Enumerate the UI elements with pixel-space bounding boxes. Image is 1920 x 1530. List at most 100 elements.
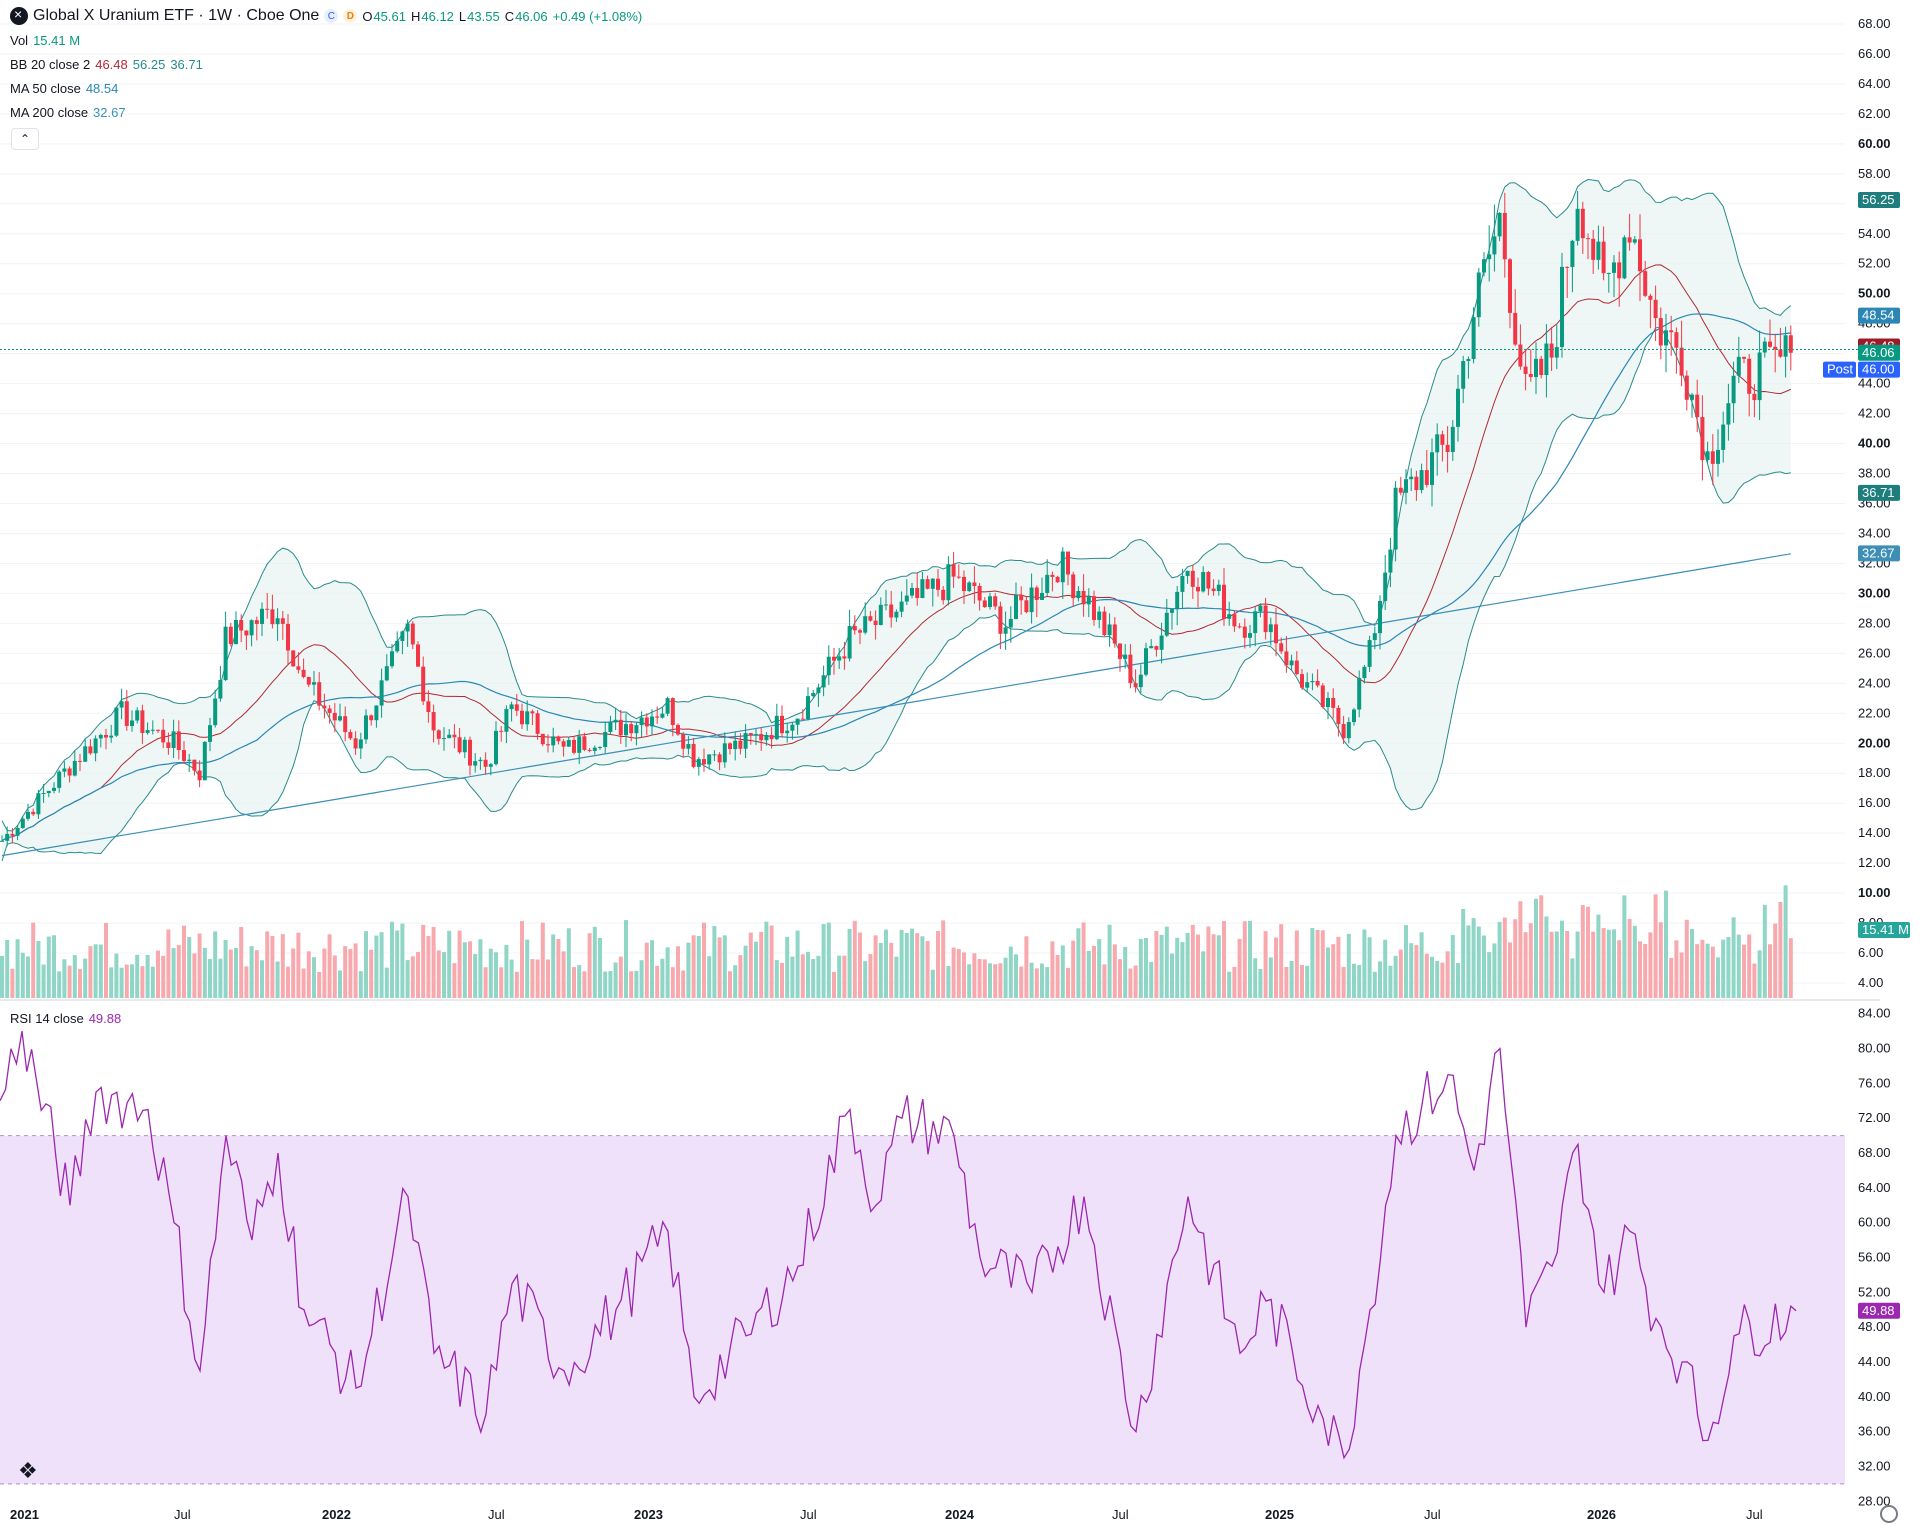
candle-body: [951, 564, 956, 577]
candle-body: [52, 787, 56, 791]
candle-body: [1554, 347, 1559, 358]
volume-bar: [145, 954, 150, 998]
candle-body: [561, 741, 566, 747]
candle-body: [67, 768, 72, 776]
delayed-badge-icon[interactable]: D: [343, 9, 358, 23]
candle-body: [1258, 605, 1263, 612]
time-tick-label: 2023: [634, 1507, 663, 1522]
volume-bar: [1201, 951, 1206, 998]
candle-body: [1773, 346, 1778, 350]
volume-bar: [1445, 951, 1450, 998]
volume-bar: [504, 944, 509, 998]
candle-body: [982, 600, 987, 608]
volume-bar: [447, 930, 452, 998]
volume-bar: [395, 930, 400, 998]
volume-bar: [436, 950, 441, 998]
volume-bar: [1648, 932, 1653, 998]
volume-bar: [566, 928, 571, 998]
candle-body: [1128, 654, 1133, 684]
candle-body: [135, 710, 140, 721]
candle-body: [717, 754, 722, 763]
post-price-tag: 46.00: [1858, 361, 1900, 378]
volume-bar: [681, 970, 686, 998]
tradingview-logo-icon[interactable]: ❖: [18, 1458, 38, 1483]
exchange-badge-icon[interactable]: C: [324, 9, 339, 23]
volume-bar: [525, 939, 530, 998]
candle-body: [925, 579, 930, 589]
volume-bar: [312, 957, 316, 998]
volume-bar: [249, 946, 254, 998]
candle-body: [202, 741, 207, 781]
ma200-legend[interactable]: MA 200 close 32.67: [10, 105, 126, 120]
candle-body: [447, 734, 452, 739]
volume-bar: [26, 956, 30, 998]
volume-bar: [1466, 925, 1471, 998]
candle-body: [1502, 212, 1507, 260]
candle-body: [852, 626, 857, 631]
volume-bar: [821, 924, 826, 998]
collapse-legend-button[interactable]: ⌃: [11, 128, 39, 150]
volume-bar: [327, 934, 332, 998]
volume-bar: [338, 970, 342, 998]
volume-bars: [0, 885, 1793, 998]
volume-legend[interactable]: Vol 15.41 M: [10, 33, 80, 48]
rsi-legend[interactable]: RSI 14 close 49.88: [10, 1011, 121, 1026]
candle-body: [1154, 646, 1159, 650]
candle-body: [977, 585, 982, 601]
volume-bar: [1242, 921, 1247, 998]
candle-body: [270, 609, 275, 625]
volume-bar: [1279, 924, 1284, 998]
bb-lower-value: 36.71: [170, 57, 203, 72]
volume-bar: [1773, 923, 1778, 998]
candle-body: [1570, 240, 1575, 268]
volume-bar: [1695, 944, 1700, 998]
candle-body: [1201, 572, 1206, 592]
volume-bar: [1175, 937, 1180, 998]
volume-bar: [1778, 901, 1783, 998]
bb-lower-line: [1, 326, 1791, 862]
volume-bar: [1783, 885, 1788, 998]
candle-body: [1024, 600, 1029, 613]
candle-body: [390, 651, 394, 667]
volume-bar: [1388, 965, 1393, 998]
settings-icon[interactable]: [1880, 1505, 1898, 1523]
volume-bar: [473, 954, 478, 998]
close-label: C: [504, 8, 515, 24]
candle-body: [764, 735, 769, 741]
volume-bar: [1034, 968, 1039, 998]
volume-bar: [369, 949, 374, 998]
symbol-title[interactable]: Global X Uranium ETF · 1W · Cboe One: [33, 7, 320, 24]
volume-bar: [1534, 898, 1538, 998]
volume-bar: [1331, 944, 1336, 998]
volume-bar: [904, 932, 909, 998]
volume-bar: [738, 955, 743, 998]
volume-bar: [899, 929, 904, 998]
candle-body: [686, 744, 691, 749]
candle-body: [166, 742, 171, 749]
candle-body: [1445, 444, 1450, 452]
volume-bar: [800, 954, 805, 998]
candle-body: [1653, 299, 1658, 319]
ma50-legend[interactable]: MA 50 close 48.54: [10, 81, 118, 96]
volume-bar: [998, 963, 1003, 998]
candle-body: [509, 704, 514, 710]
volume-bar: [1367, 937, 1372, 998]
candle-body: [286, 623, 290, 651]
volume-bar: [1721, 939, 1726, 998]
volume-bar: [1513, 919, 1518, 998]
volume-bar: [946, 966, 951, 998]
bb-legend[interactable]: BB 20 close 2 46.48 56.25 36.71: [10, 57, 203, 72]
volume-bar: [889, 942, 894, 998]
volume-bar: [1164, 926, 1169, 998]
candle-body: [260, 608, 264, 624]
volume-bar: [1664, 890, 1668, 998]
volume-bar: [556, 939, 561, 998]
price-axis: 68.0066.0064.0062.0060.0058.0056.0054.00…: [1858, 16, 1891, 990]
volume-bar: [722, 935, 727, 998]
volume-bar: [863, 961, 868, 998]
volume-bar: [1643, 943, 1648, 998]
volume-bar: [1133, 965, 1138, 998]
volume-bar: [176, 945, 181, 998]
volume-bar: [540, 922, 545, 998]
